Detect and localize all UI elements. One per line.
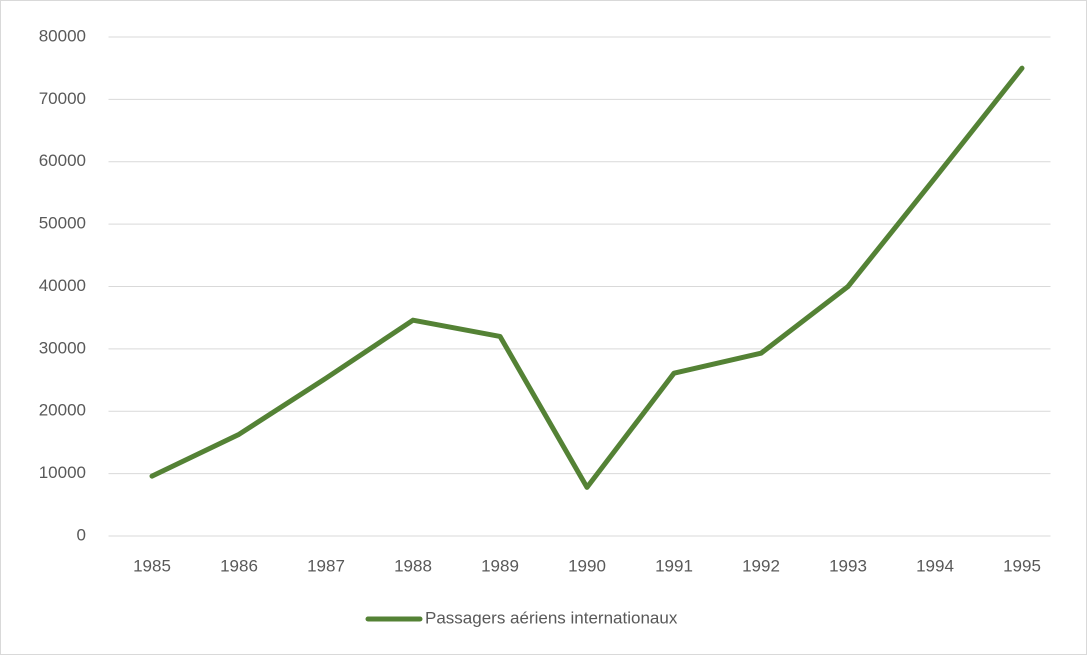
y-tick-label: 10000 — [39, 463, 86, 482]
x-tick-label: 1995 — [1003, 556, 1041, 575]
y-tick-label: 40000 — [39, 276, 86, 295]
y-tick-label: 30000 — [39, 338, 86, 357]
x-tick-label: 1992 — [742, 556, 780, 575]
x-tick-label: 1988 — [394, 556, 432, 575]
x-tick-label: 1987 — [307, 556, 345, 575]
y-tick-label: 50000 — [39, 214, 86, 233]
y-tick-label: 70000 — [39, 89, 86, 108]
legend-label: Passagers aériens internationaux — [425, 608, 678, 627]
y-tick-label: 0 — [77, 525, 86, 544]
x-tick-label: 1985 — [133, 556, 171, 575]
x-tick-label: 1991 — [655, 556, 693, 575]
x-tick-label: 1993 — [829, 556, 867, 575]
y-tick-label: 60000 — [39, 151, 86, 170]
data-line — [149, 65, 1025, 490]
x-tick-label: 1986 — [220, 556, 258, 575]
y-tick-label: 20000 — [39, 401, 86, 420]
x-tick-label: 1989 — [481, 556, 519, 575]
y-tick-label: 80000 — [39, 26, 86, 45]
x-tick-label: 1990 — [568, 556, 606, 575]
x-tick-label: 1994 — [916, 556, 954, 575]
